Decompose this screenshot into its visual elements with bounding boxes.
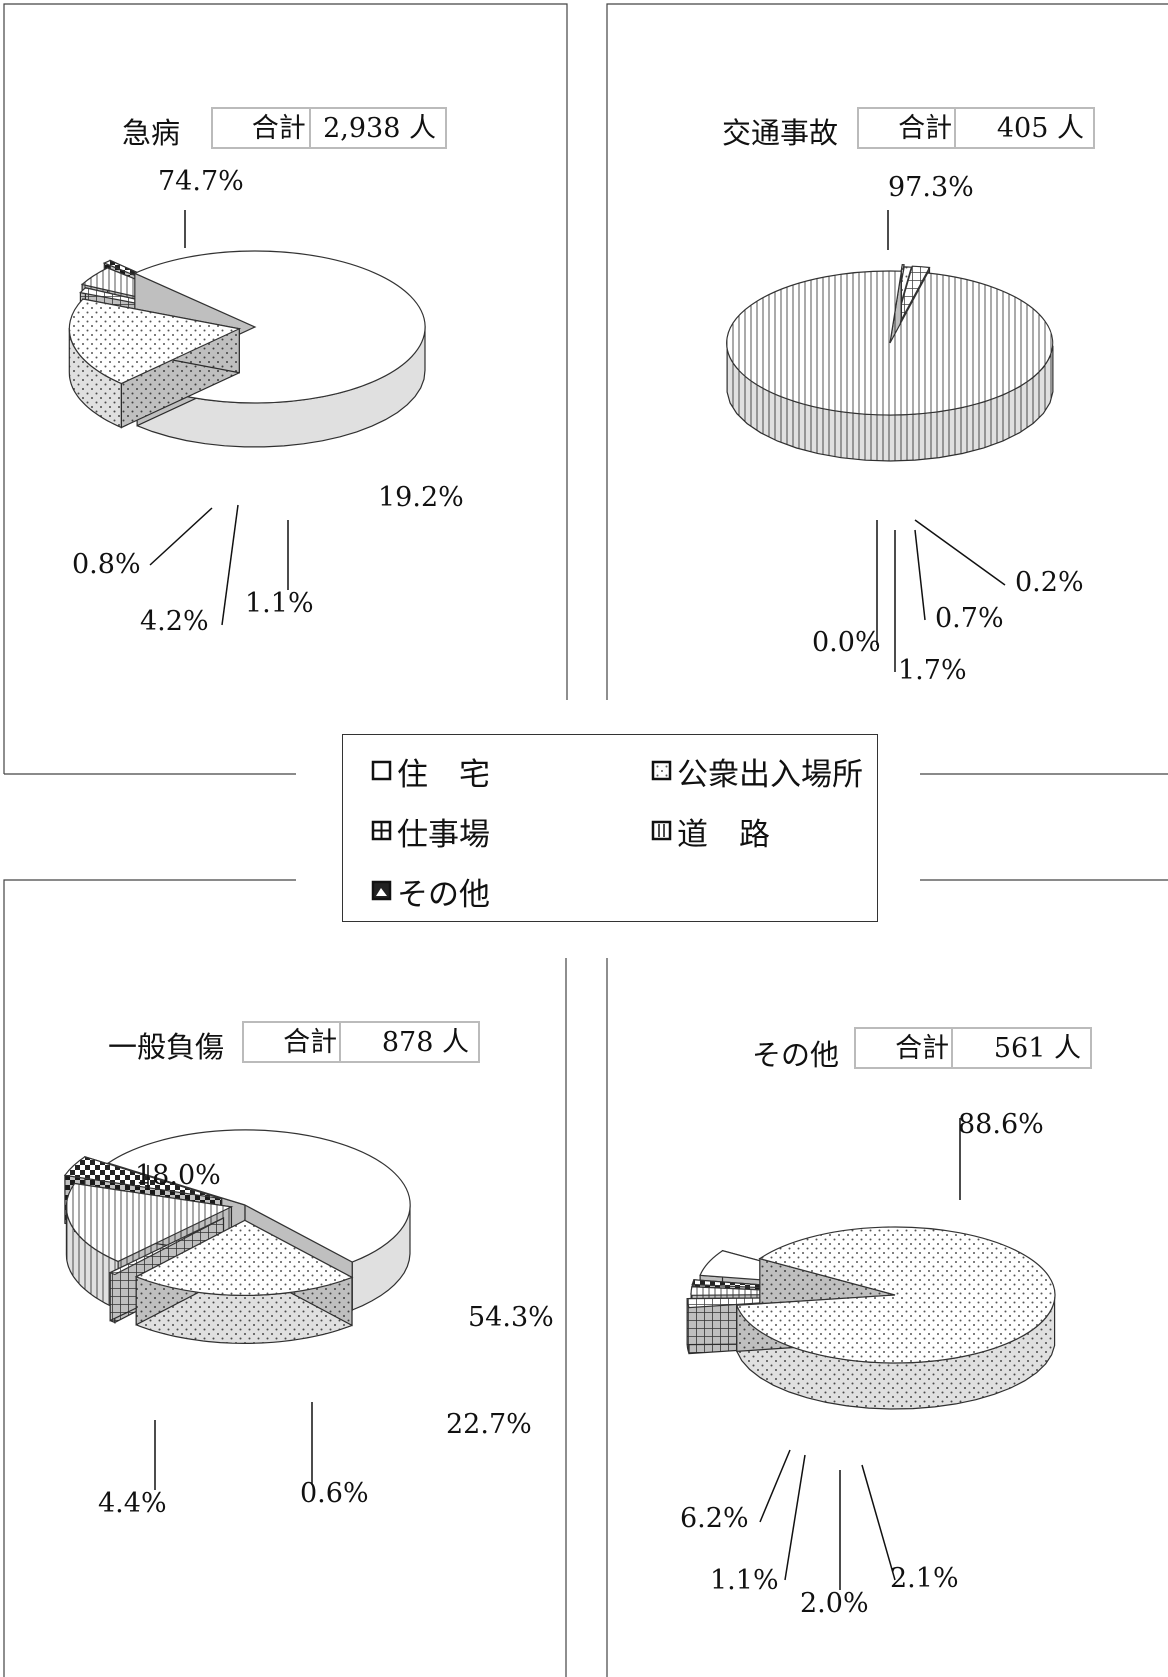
- slice-wall-shade: [137, 326, 425, 447]
- slice-public-place: [735, 1226, 1056, 1410]
- pie-chart-2: 交通事故 合計 405 人 0.2% 0.7% 1.7% 97.3% 0.0%: [722, 107, 1095, 686]
- legend-label: 住 宅: [397, 756, 490, 793]
- chart-title: 急病: [122, 116, 180, 150]
- data-label-public-place: 0.7%: [935, 603, 1004, 634]
- chart-title: 一般負傷: [108, 1030, 224, 1064]
- slice-top: [63, 1156, 222, 1200]
- total-label: 合計: [252, 113, 306, 144]
- data-label-public-place: 22.7%: [446, 1409, 532, 1440]
- data-label-residence: 74.7%: [158, 166, 244, 197]
- slice-top: [68, 298, 242, 385]
- data-label-other: 1.1%: [710, 1565, 779, 1596]
- legend-swatch-dots: [651, 760, 672, 781]
- data-label-road: 4.2%: [140, 606, 209, 637]
- slice-public-place: [68, 298, 242, 429]
- legend-swatch-vstripe: [651, 820, 672, 841]
- slice-top: [108, 1217, 224, 1276]
- slice-wall-shade: [69, 328, 122, 428]
- legend-item-road: 道 路: [651, 811, 770, 853]
- slice-wall-shade: [727, 345, 1053, 461]
- total-box: [857, 107, 1095, 149]
- slice-top: [106, 1129, 411, 1263]
- legend-swatch-plain: [371, 760, 392, 781]
- leader-line: [914, 529, 926, 621]
- chart-title: その他: [752, 1038, 839, 1072]
- data-label-residence: 0.2%: [1015, 567, 1084, 598]
- legend-swatch-grid: [371, 820, 392, 841]
- total-box: [211, 107, 447, 149]
- leader-line: [221, 504, 239, 626]
- data-label-other: 0.8%: [72, 549, 141, 580]
- leader-line: [149, 507, 213, 566]
- legend: 住 宅 公衆出入場所 仕事場 道 路 その他: [342, 734, 878, 922]
- data-label-road: 2.0%: [800, 1588, 869, 1619]
- total-box: [242, 1021, 480, 1063]
- pie-chart-4: その他 合計 561 人 6.2% 88.6% 2.1% 2.0% 1.1%: [680, 1027, 1092, 1619]
- data-label-road: 18.0%: [135, 1160, 221, 1191]
- total-label: 合計: [283, 1027, 337, 1058]
- total-value: 2,938 人: [323, 113, 436, 144]
- legend-label: 公衆出入場所: [677, 756, 863, 793]
- data-label-other: 0.0%: [812, 627, 881, 658]
- legend-item-residence: 住 宅: [371, 751, 490, 793]
- data-label-road: 97.3%: [888, 172, 974, 203]
- slice-public-place: [134, 1219, 354, 1344]
- total-value: 561 人: [994, 1033, 1081, 1064]
- leader-line: [914, 519, 1006, 586]
- data-label-workplace: 2.1%: [890, 1563, 959, 1594]
- data-label-residence: 6.2%: [680, 1503, 749, 1534]
- legend-label: その他: [397, 876, 490, 913]
- legend-item-public-place: 公衆出入場所: [651, 751, 863, 793]
- pie-chart-3: 一般負傷 合計 878 人 54.3% 22.7% 0.6% 18.0% 4.4%: [63, 1021, 554, 1519]
- slice-top: [134, 1219, 354, 1296]
- legend-swatch-dark: [371, 880, 392, 901]
- pie-chart-1: 急病 合計 2,938 人 74.7% 19.2% 1.1% 4.2% 0.8%: [68, 107, 464, 637]
- panel-frame-bottom-left: [3, 879, 296, 1677]
- data-label-residence: 54.3%: [468, 1302, 554, 1333]
- data-label-workplace: 1.7%: [898, 655, 967, 686]
- data-label-workplace: 0.6%: [300, 1478, 369, 1509]
- slice-top: [735, 1226, 1056, 1364]
- slice-wall-shade: [736, 1299, 1055, 1409]
- legend-item-workplace: 仕事場: [371, 811, 490, 853]
- panel-frame-top-right: [606, 3, 1168, 700]
- slice-road: [726, 270, 1054, 462]
- total-value: 405 人: [997, 113, 1084, 144]
- slice-wall-shade: [352, 1205, 410, 1310]
- slice-top: [726, 270, 1054, 416]
- leader-line: [759, 1449, 791, 1523]
- data-label-public-place: 88.6%: [958, 1109, 1044, 1140]
- total-label: 合計: [898, 113, 952, 144]
- total-label: 合計: [895, 1033, 949, 1064]
- data-label-public-place: 19.2%: [378, 482, 464, 513]
- legend-label: 道 路: [677, 816, 770, 853]
- leader-line: [861, 1464, 896, 1581]
- chart-title: 交通事故: [722, 116, 838, 150]
- slice-wall-shade: [66, 1206, 119, 1310]
- slice-top: [65, 1182, 234, 1263]
- total-value: 878 人: [382, 1027, 469, 1058]
- legend-label: 仕事場: [397, 816, 490, 853]
- data-label-other: 4.4%: [98, 1488, 167, 1519]
- leader-line: [784, 1454, 806, 1581]
- data-label-workplace: 1.1%: [245, 588, 314, 619]
- panel-frame-top-left: [3, 3, 568, 774]
- total-box: [854, 1027, 1092, 1069]
- legend-item-other: その他: [371, 871, 490, 913]
